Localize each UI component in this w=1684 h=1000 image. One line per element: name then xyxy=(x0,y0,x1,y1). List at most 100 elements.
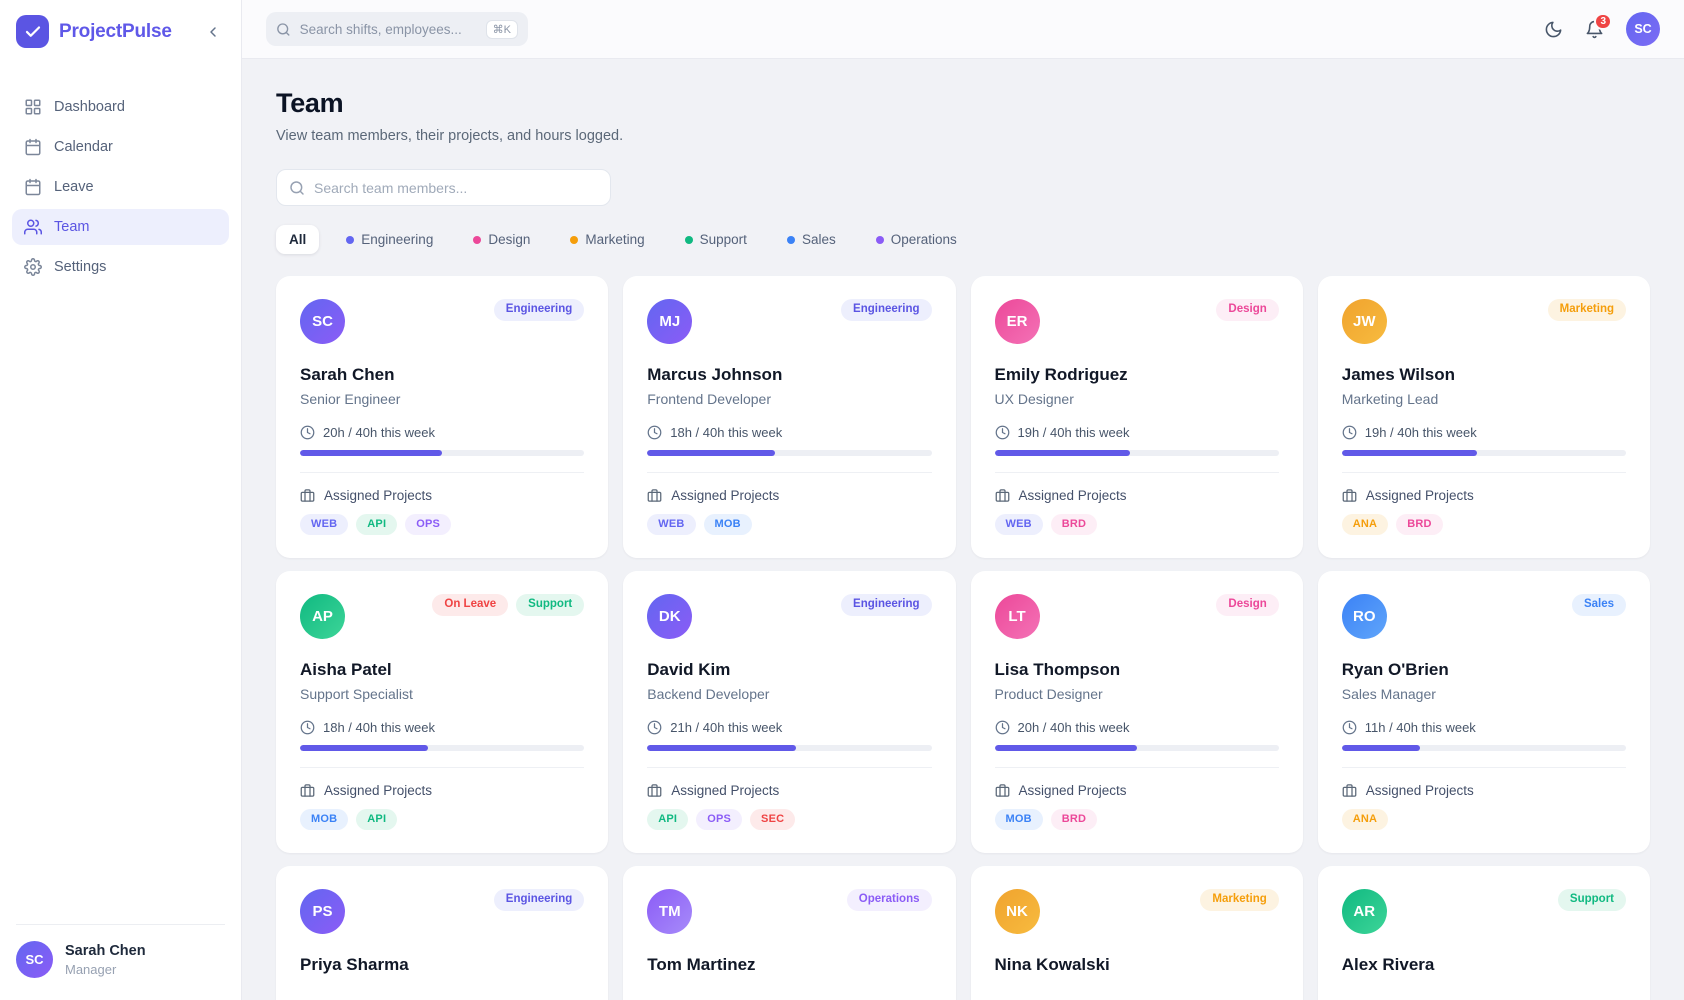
filter-engineering[interactable]: Engineering xyxy=(333,225,446,254)
card-top: AP On Leave Support xyxy=(300,594,585,639)
sidebar-item-settings[interactable]: Settings xyxy=(12,249,229,285)
member-name: Aisha Patel xyxy=(300,660,392,679)
sidebar-nav: Dashboard Calendar Leave Team Settings xyxy=(0,63,241,285)
project-tag[interactable]: API xyxy=(356,514,398,535)
card-divider xyxy=(647,472,932,473)
users-icon xyxy=(24,219,42,235)
sidebar-user-avatar: SC xyxy=(16,941,53,978)
project-tag[interactable]: ANA xyxy=(1341,809,1389,830)
sidebar-item-leave[interactable]: Leave xyxy=(12,169,229,205)
project-tag[interactable]: API xyxy=(647,809,689,830)
member-avatar: AP xyxy=(300,594,345,639)
briefcase-icon xyxy=(1342,488,1357,503)
briefcase-icon xyxy=(995,783,1010,798)
department-badge: Engineering xyxy=(493,889,585,911)
briefcase-icon xyxy=(995,784,1009,797)
clock-icon xyxy=(1342,425,1357,440)
member-card[interactable]: SC Engineering Sarah Chen Senior Engineer 20… xyxy=(276,276,609,558)
project-tag[interactable]: OPS xyxy=(696,809,743,830)
badge-group: Sales xyxy=(1571,594,1626,616)
filter-dot-icon xyxy=(473,235,482,244)
project-tag[interactable]: MOB xyxy=(703,514,752,535)
sidebar-item-dashboard[interactable]: Dashboard xyxy=(12,89,229,125)
filter-sales[interactable]: Sales xyxy=(774,225,849,254)
filter-dot-icon xyxy=(570,235,579,244)
team-search-input[interactable] xyxy=(314,179,598,196)
sidebar-item-label: Calendar xyxy=(54,139,113,155)
clock-icon xyxy=(995,720,1010,735)
hours-row: 18h / 40h this week xyxy=(647,425,931,440)
card-top: NK Marketing xyxy=(994,889,1279,934)
briefcase-icon xyxy=(647,783,662,798)
search-icon xyxy=(290,180,304,195)
project-tag[interactable]: WEB xyxy=(647,514,696,535)
page-title: Team xyxy=(276,88,344,118)
project-tag[interactable]: BRD xyxy=(1050,809,1098,830)
member-card[interactable]: MJ Engineering Marcus Johnson Frontend Deve… xyxy=(623,276,956,558)
member-role: Backend Developer xyxy=(647,686,770,702)
project-tag[interactable]: BRD xyxy=(1396,514,1443,535)
filter-all[interactable]: All xyxy=(276,225,320,254)
clock-icon xyxy=(647,425,662,440)
hours-progress-bar xyxy=(300,745,585,751)
global-search[interactable]: ⌘K xyxy=(266,12,528,46)
member-card[interactable]: RO Sales Ryan O'Brien Sales Manager 11h / 40… xyxy=(1317,571,1650,853)
member-avatar: DK xyxy=(647,594,693,639)
member-card[interactable]: TM Operations Tom Martinez xyxy=(623,866,956,1000)
card-top: AR Support xyxy=(1341,889,1626,934)
hours-label: 20h / 40h this week xyxy=(1017,720,1130,735)
sidebar-user-role: Manager xyxy=(65,961,117,977)
sidebar-item-calendar[interactable]: Calendar xyxy=(12,129,229,165)
department-badge: Sales xyxy=(1571,594,1626,616)
department-badge: Marketing xyxy=(1200,889,1279,911)
sidebar-user[interactable]: SC Sarah Chen Manager xyxy=(16,924,225,1000)
hours-progress-fill xyxy=(647,745,797,751)
filter-label: Support xyxy=(699,232,747,247)
project-tag[interactable]: SEC xyxy=(750,809,796,830)
clock-icon xyxy=(995,425,1010,440)
project-tag[interactable]: ANA xyxy=(1341,514,1389,535)
project-tag[interactable]: WEB xyxy=(994,514,1043,535)
member-avatar: AR xyxy=(1341,889,1387,934)
moon-icon xyxy=(1545,21,1562,37)
member-card[interactable]: ER Design Emily Rodriguez UX Designer 19h / … xyxy=(970,276,1303,558)
filter-marketing[interactable]: Marketing xyxy=(557,225,657,254)
project-tag[interactable]: MOB xyxy=(994,809,1043,830)
card-top: DK Engineering xyxy=(647,594,932,639)
briefcase-icon xyxy=(300,784,315,797)
project-tag-row: MOB BRD xyxy=(994,809,1279,830)
filter-design[interactable]: Design xyxy=(460,225,543,254)
sidebar-item-team[interactable]: Team xyxy=(12,209,229,245)
member-card[interactable]: AR Support Alex Rivera xyxy=(1317,866,1650,1000)
dark-mode-toggle[interactable] xyxy=(1544,20,1563,39)
filter-dot-icon xyxy=(346,235,355,244)
briefcase-icon xyxy=(647,488,662,503)
project-tag[interactable]: MOB xyxy=(300,809,349,830)
member-card[interactable]: AP On Leave Support Aisha Patel Support Spec… xyxy=(276,571,609,853)
team-search[interactable] xyxy=(276,169,611,206)
hours-progress-fill xyxy=(300,450,443,456)
sidebar-collapse-button[interactable] xyxy=(201,20,225,44)
department-badge: Support xyxy=(1557,889,1626,911)
filter-label: Design xyxy=(488,232,531,247)
global-search-input[interactable] xyxy=(299,21,477,37)
member-name: Lisa Thompson xyxy=(994,660,1121,679)
app-title: ProjectPulse xyxy=(59,20,172,42)
member-card[interactable]: JW Marketing James Wilson Marketing Lead 19h… xyxy=(1317,276,1650,558)
project-tag[interactable]: WEB xyxy=(300,514,349,535)
filter-label: Sales xyxy=(801,232,836,247)
department-badge: Engineering xyxy=(493,299,585,321)
member-card[interactable]: LT Design Lisa Thompson Product Designer 20h… xyxy=(970,571,1303,853)
user-avatar[interactable]: SC xyxy=(1626,12,1660,46)
member-card[interactable]: PS Engineering Priya Sharma xyxy=(276,866,609,1000)
notifications-button[interactable]: 3 xyxy=(1585,12,1612,39)
project-tag[interactable]: BRD xyxy=(1050,514,1098,535)
sidebar-item-label: Dashboard xyxy=(54,99,125,115)
filter-support[interactable]: Support xyxy=(672,225,760,254)
member-card[interactable]: DK Engineering David Kim Backend Developer 2… xyxy=(623,571,956,853)
project-tag[interactable]: OPS xyxy=(405,514,452,535)
filter-operations[interactable]: Operations xyxy=(863,225,970,254)
member-card[interactable]: NK Marketing Nina Kowalski xyxy=(970,866,1303,1000)
project-tag[interactable]: API xyxy=(356,809,398,830)
badge-group: Engineering xyxy=(493,889,585,911)
